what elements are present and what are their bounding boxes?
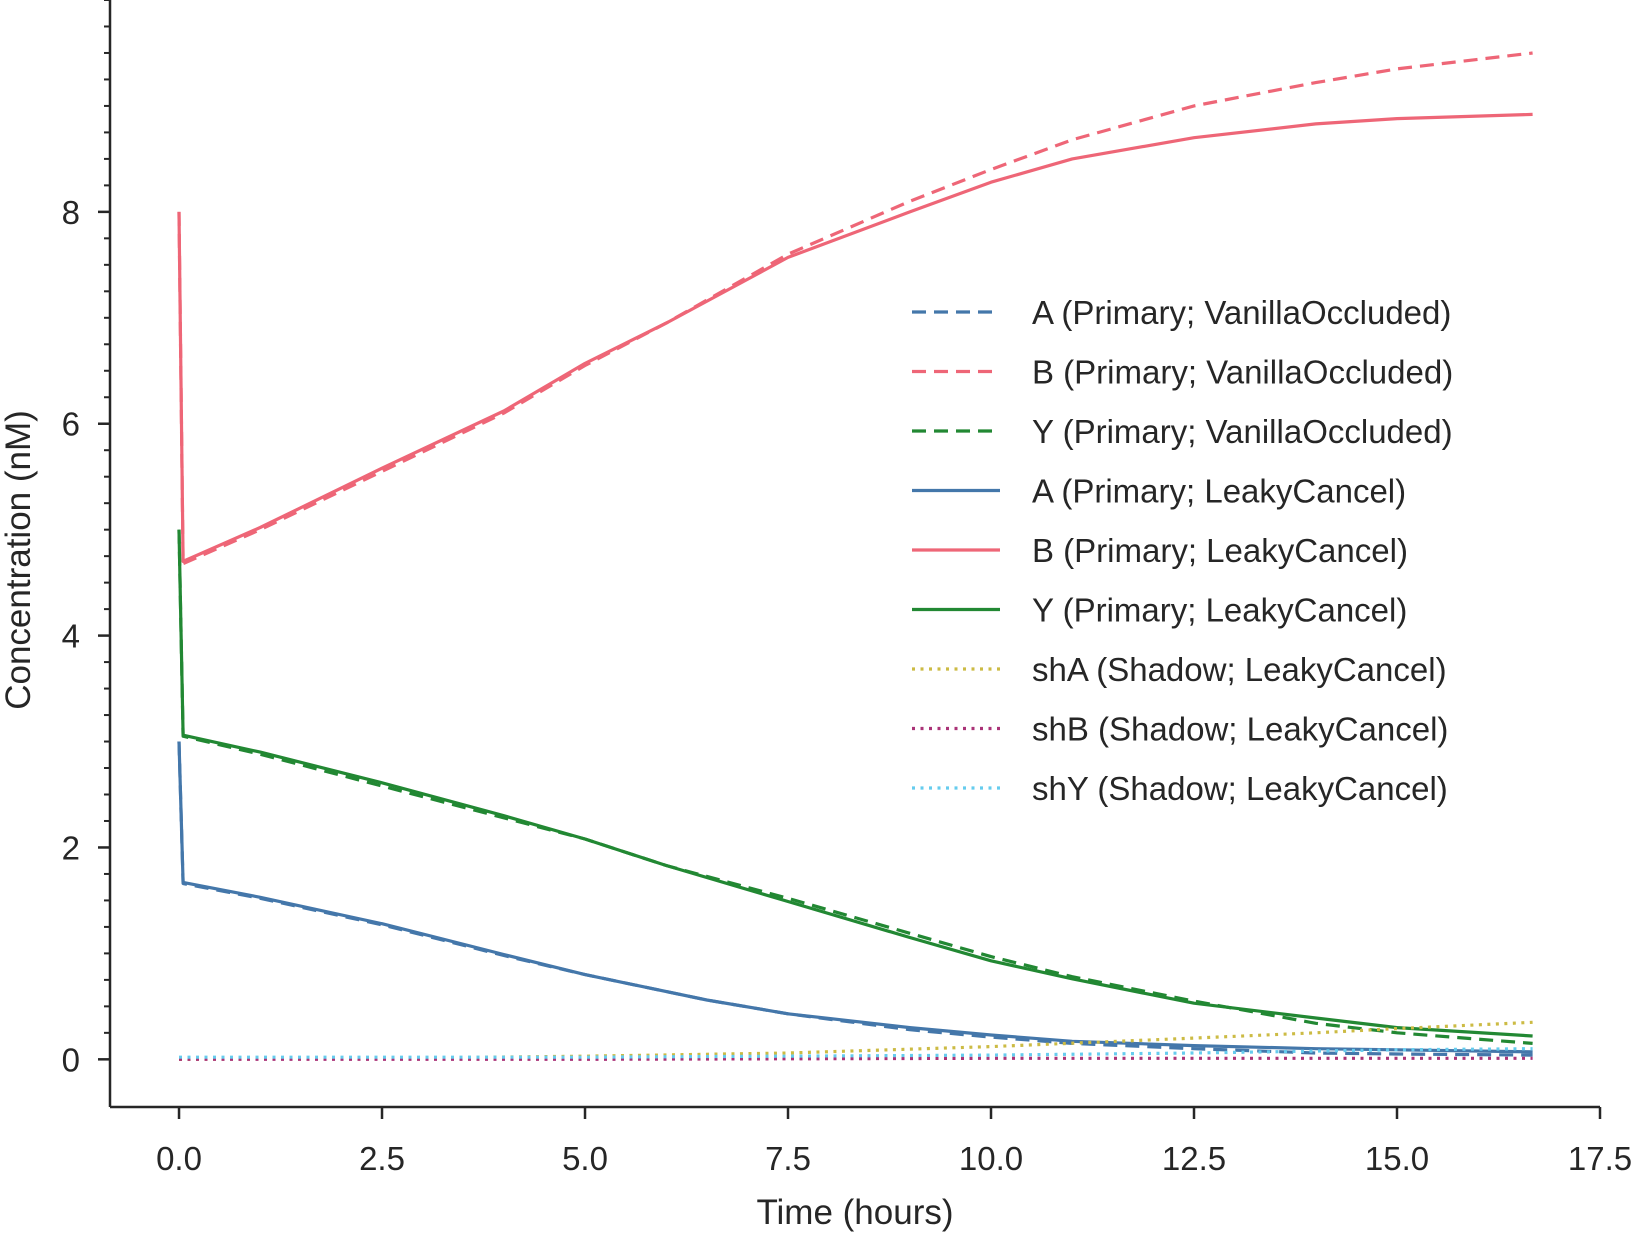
legend-label-6: Y (Primary; LeakyCancel)	[1032, 592, 1407, 629]
y-ticks: 0 2 4 6 8	[62, 0, 110, 1078]
x-tick-label: 10.0	[959, 1140, 1023, 1177]
legend-label-3: Y (Primary; VanillaOccluded)	[1032, 413, 1453, 450]
x-axis-label: Time (hours)	[756, 1193, 953, 1232]
x-tick-label: 17.5	[1568, 1140, 1632, 1177]
legend-label-5: B (Primary; LeakyCancel)	[1032, 532, 1408, 569]
x-tick-label: 7.5	[765, 1140, 811, 1177]
x-tick-label: 0.0	[156, 1140, 202, 1177]
legend-label-9: shY (Shadow; LeakyCancel)	[1032, 770, 1448, 807]
series-layer	[177, 51, 1533, 1061]
y-tick-label: 2	[62, 829, 80, 866]
x-tick-label: 15.0	[1365, 1140, 1429, 1177]
x-tick-label: 12.5	[1162, 1140, 1226, 1177]
y-tick-label: 6	[62, 406, 80, 443]
series-line-7	[178, 1020, 1533, 1061]
y-axis-label: Concentration (nM)	[0, 410, 38, 710]
y-tick-label: 8	[62, 194, 80, 231]
series-line-4	[177, 741, 1533, 1054]
series-line-6	[177, 529, 1533, 1038]
x-ticks: 0.0 2.5 5.0 7.5 10.0 12.5 15.0 17.5	[156, 1107, 1632, 1177]
y-tick-label: 0	[62, 1041, 80, 1078]
legend-label-1: A (Primary; VanillaOccluded)	[1032, 294, 1451, 331]
legend-label-2: B (Primary; VanillaOccluded)	[1032, 354, 1453, 391]
series-line-5	[177, 112, 1533, 564]
legend-label-4: A (Primary; LeakyCancel)	[1032, 473, 1406, 510]
legend-label-8: shB (Shadow; LeakyCancel)	[1032, 711, 1448, 748]
x-tick-label: 2.5	[359, 1140, 405, 1177]
series-line-8	[179, 1056, 1533, 1061]
y-tick-label: 4	[62, 618, 80, 655]
x-tick-label: 5.0	[562, 1140, 608, 1177]
legend: A (Primary; VanillaOccluded) B (Primary; …	[912, 294, 1453, 807]
legend-label-7: shA (Shadow; LeakyCancel)	[1032, 651, 1447, 688]
series-line-2	[177, 51, 1533, 566]
